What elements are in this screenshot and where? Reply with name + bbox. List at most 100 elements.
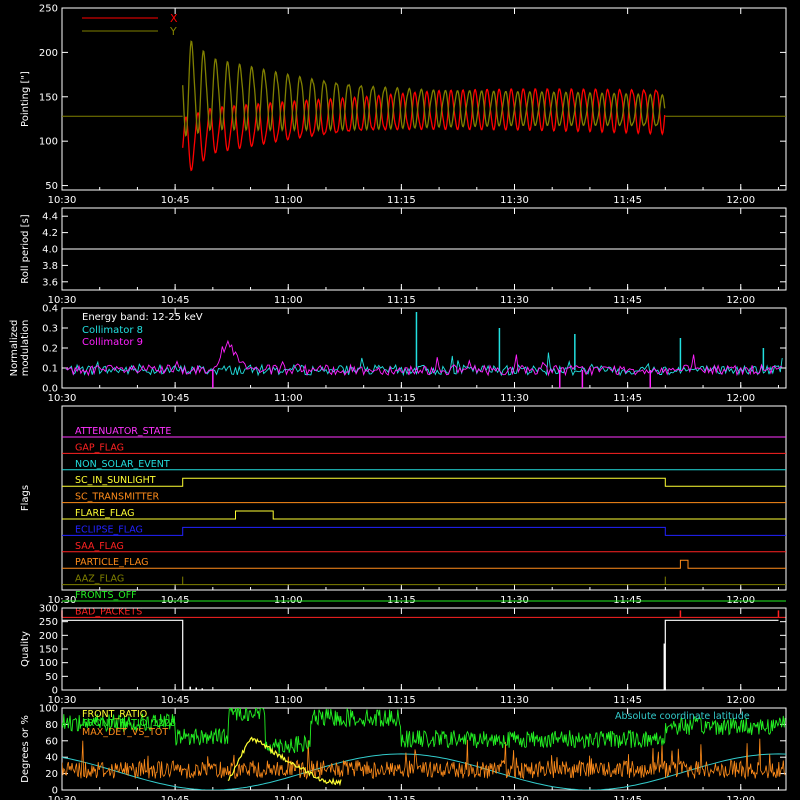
x-tick-label: 11:30 [500, 295, 529, 306]
front-ratio-line [227, 736, 342, 787]
ratios-panel: 10:30 10:45 11:00 11:15 11:30 11:45 12:00 0 20 40… [20, 704, 787, 800]
x-tick-label: 12:00 [726, 393, 755, 404]
flag-label: AAZ_FLAG [75, 574, 124, 585]
x-tick-label: 11:45 [613, 795, 642, 800]
energy-band-annotation: Energy band: 12-25 keV [82, 312, 203, 323]
y-tick-label: 300 [39, 604, 58, 615]
flag-line [62, 576, 786, 586]
modulation-ylabel: Normalizedmodulation [9, 320, 31, 377]
y-tick-label: 3.8 [42, 261, 58, 272]
flag-label: SC_IN_SUNLIGHT [75, 475, 156, 486]
flag-label: SC_TRANSMITTER [75, 492, 160, 503]
roll_period-panel: 10:30 10:45 11:00 11:15 11:30 11:45 12:00 3.6 3.… [20, 207, 787, 306]
ratios-legend-label: FRONT_RATIO_1225 [82, 718, 176, 729]
x-tick-label: 11:30 [500, 695, 529, 706]
max-det-vs-tot-line [62, 738, 786, 780]
x-tick-label: 11:15 [387, 695, 416, 706]
quality-panel: 10:30 10:45 11:00 11:15 11:30 11:45 12:00 0 50 10… [20, 604, 787, 706]
x-tick-label: 12:00 [726, 195, 755, 206]
flag-line [62, 510, 786, 520]
legend-label-collimator-8: Collimator 8 [82, 325, 143, 336]
flag-label: NON_SOLAR_EVENT [75, 459, 170, 470]
x-tick-label: 10:30 [48, 195, 77, 206]
y-tick-label: 100 [39, 137, 58, 148]
legend-label-y: Y [169, 25, 177, 38]
x-tick-label: 11:00 [274, 695, 303, 706]
modulation-panel: 10:30 10:45 11:00 11:15 11:30 11:45 12:00 0.0 0.… [9, 304, 787, 404]
x-tick-label: 11:45 [613, 695, 642, 706]
x-tick-label: 11:00 [274, 295, 303, 306]
y-tick-label: 0 [52, 786, 58, 797]
y-tick-label: 200 [39, 631, 58, 642]
x-tick-label: 12:00 [726, 795, 755, 800]
modulation-series-collimator-9 [65, 339, 783, 377]
x-tick-label: 12:00 [726, 695, 755, 706]
pointing-ylabel: Pointing ["] [20, 71, 31, 127]
y-tick-label: 150 [39, 92, 58, 103]
x-tick-label: 11:15 [387, 393, 416, 404]
y-tick-label: 0.1 [42, 364, 58, 375]
y-tick-label: 0.2 [42, 344, 58, 355]
flags-ylabel: Flags [20, 485, 31, 511]
y-tick-label: 3.6 [42, 277, 58, 288]
y-tick-label: 0.0 [42, 384, 58, 395]
y-tick-label: 4.0 [42, 245, 58, 256]
x-tick-label: 10:30 [48, 295, 77, 306]
x-tick-label: 11:30 [500, 195, 529, 206]
flags-panel: 10:30 10:45 11:00 11:15 11:30 11:45 12:00Flags… [20, 405, 787, 618]
flag-label: SAA_FLAG [75, 541, 124, 552]
flag-label: BAD_PACKETS [75, 606, 142, 617]
x-tick-label: 11:00 [274, 393, 303, 404]
ratios-ylabel: Degrees or % [20, 715, 31, 783]
y-tick-label: 250 [39, 4, 58, 15]
legend-label-collimator-9: Collimator 9 [82, 337, 143, 348]
x-tick-label: 11:15 [387, 295, 416, 306]
x-tick-label: 11:45 [613, 295, 642, 306]
ratios-frame [61, 707, 787, 791]
pointing-frame [61, 7, 787, 191]
y-tick-label: 0.4 [42, 304, 58, 315]
y-tick-label: 150 [39, 645, 58, 656]
y-tick-label: 50 [45, 181, 58, 192]
ratios-legend-label: MAX_DET_VS_TOT [82, 727, 168, 738]
flag-line [62, 559, 786, 569]
x-tick-label: 10:45 [161, 795, 190, 800]
x-tick-label: 11:15 [387, 795, 416, 800]
flag-label: GAP_FLAG [75, 442, 124, 453]
x-tick-label: 10:30 [48, 695, 77, 706]
y-tick-label: 80 [45, 720, 58, 731]
y-tick-label: 0.3 [42, 324, 58, 335]
pointing-series-x [182, 87, 666, 172]
abs-coordinate-legend-label: Absolute coordinate latitude [615, 711, 750, 722]
roll_period-ylabel: Roll period [s] [20, 214, 31, 283]
x-tick-label: 10:45 [161, 195, 190, 206]
x-tick-label: 11:30 [500, 795, 529, 800]
pointing-series-y [182, 40, 666, 137]
y-tick-label: 40 [45, 753, 58, 764]
quality-line [62, 619, 779, 691]
y-tick-label: 50 [45, 672, 58, 683]
x-tick-label: 10:45 [161, 393, 190, 404]
x-tick-label: 11:45 [613, 393, 642, 404]
x-tick-label: 12:00 [726, 295, 755, 306]
y-tick-label: 100 [39, 658, 58, 669]
y-tick-label: 0 [52, 686, 58, 697]
ratios-plot-area [62, 708, 786, 790]
y-tick-label: 250 [39, 617, 58, 628]
x-tick-label: 11:00 [274, 795, 303, 800]
flag-label: FRONTS_OFF [75, 590, 137, 601]
y-tick-label: 4.2 [42, 228, 58, 239]
quality-ylabel: Quality [20, 631, 31, 667]
x-tick-label: 11:15 [387, 195, 416, 206]
y-tick-label: 200 [39, 48, 58, 59]
flag-line [62, 526, 786, 536]
y-tick-label: 100 [39, 704, 58, 715]
y-tick-label: 4.4 [42, 212, 58, 223]
front-ratio-1225-line [62, 708, 786, 754]
x-tick-label: 10:45 [161, 695, 190, 706]
flag-line [62, 477, 786, 487]
flags-frame [61, 405, 787, 591]
x-tick-label: 10:30 [48, 795, 77, 800]
